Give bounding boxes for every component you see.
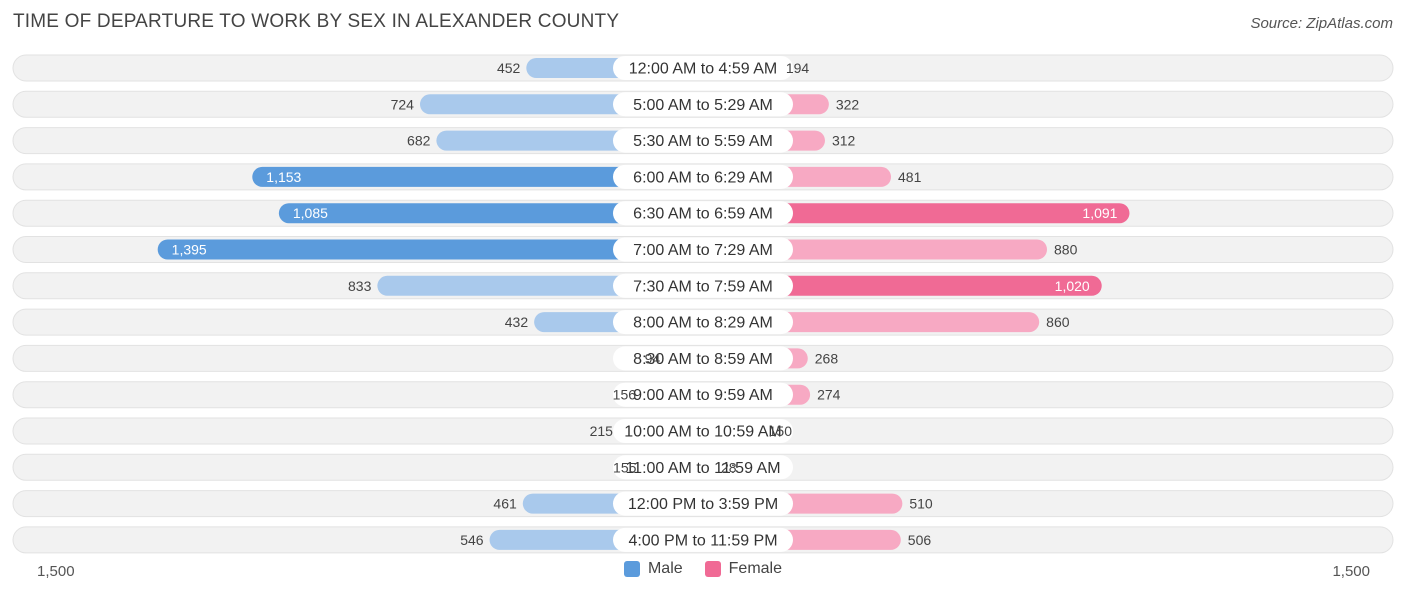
axis-tick-left: 1,500 [37,563,75,580]
chart-plot: 12:00 AM to 4:59 AM 452 194 5:00 AM to 5:29… [12,54,1394,554]
chart-row: 4:00 PM to 11:59 PM 546 506 [12,526,1394,554]
value-label-female: 322 [836,96,860,112]
value-label-female: 880 [1054,242,1078,258]
value-label-male: 833 [348,278,372,294]
legend: Male Female [0,560,1406,578]
category-label-bg [613,201,793,226]
value-label-male: 461 [493,496,517,512]
category-label-bg [613,164,793,189]
category-label: 6:30 AM to 6:59 AM [633,206,773,223]
category-label-bg [613,527,793,552]
value-label-female: 510 [909,496,933,512]
category-label-bg [613,310,793,335]
chart-row: 6:30 AM to 6:59 AM 1,085 1,091 [12,199,1394,227]
chart-row: 8:00 AM to 8:29 AM 432 860 [12,308,1394,336]
category-label: 10:00 AM to 10:59 AM [624,424,781,441]
category-label-bg [613,273,793,298]
chart-row: 5:00 AM to 5:29 AM 724 322 [12,90,1394,118]
category-label: 8:30 AM to 8:59 AM [633,351,773,368]
chart-row: 12:00 AM to 4:59 AM 452 194 [12,54,1394,82]
legend-label-female: Female [728,560,783,577]
chart-row: 7:00 AM to 7:29 AM 1,395 880 [12,236,1394,263]
category-label-bg [613,491,793,516]
legend-item-male: Male [623,560,683,578]
value-label-male: 1,085 [293,205,328,221]
chart-source: Source: ZipAtlas.com [1250,15,1393,32]
value-label-female: 860 [1046,314,1070,330]
category-label: 11:00 AM to 11:59 AM [625,460,780,477]
value-label-male: 682 [407,133,431,149]
category-label: 12:00 AM to 4:59 AM [629,61,778,78]
value-label-male: 94 [645,350,661,366]
bar-male [252,166,704,187]
chart-row: 7:30 AM to 7:59 AM 833 1,020 [12,272,1394,300]
category-label-bg [613,455,793,480]
chart-title: TIME OF DEPARTURE TO WORK BY SEX IN ALEX… [13,11,620,32]
category-label-bg [613,56,793,80]
category-label: 9:00 AM to 9:59 AM [633,387,773,404]
value-label-female: 150 [769,423,793,439]
category-label: 5:30 AM to 5:59 AM [633,133,773,150]
value-label-female: 506 [908,532,932,548]
bar-female [703,275,1102,296]
chart-row: 10:00 AM to 10:59 AM 215 150 [12,417,1394,445]
value-label-female: 481 [898,169,922,185]
legend-label-male: Male [647,560,683,577]
bar-male [278,203,703,224]
value-label-female: 1,020 [1055,278,1090,294]
chart-row: 5:30 AM to 5:59 AM 682 312 [12,127,1394,155]
category-label-bg [613,237,793,262]
legend-item-female: Female [704,560,783,578]
axis-tick-right: 1,500 [1332,563,1370,580]
value-label-female: 194 [786,60,810,76]
value-label-female: 312 [832,133,856,149]
category-label: 7:00 AM to 7:29 AM [633,242,773,259]
category-label: 8:00 AM to 8:29 AM [633,315,773,332]
category-label: 4:00 PM to 11:59 PM [628,532,777,549]
value-label-female: 1,091 [1082,205,1117,221]
value-label-male: 452 [497,60,521,76]
value-label-male: 1,395 [172,242,207,258]
category-label-bg [613,419,793,443]
category-label-bg [613,128,793,153]
value-label-male: 432 [505,314,529,330]
value-label-male: 155 [613,459,637,475]
category-label: 12:00 PM to 3:59 PM [628,496,778,513]
category-label: 5:00 AM to 5:29 AM [633,97,773,114]
legend-swatch-male [623,561,640,577]
chart-row: 12:00 PM to 3:59 PM 461 510 [12,490,1394,518]
category-label-bg [613,346,793,371]
value-label-female: 268 [815,350,839,366]
value-label-female: 28 [721,459,737,475]
bar-male [157,239,703,260]
value-label-male: 724 [391,96,415,112]
category-label: 6:00 AM to 6:29 AM [633,169,773,186]
category-label-bg [613,92,793,117]
bar-female [703,203,1130,224]
value-label-male: 1,153 [266,169,301,185]
category-label-bg [613,382,793,407]
value-label-female: 274 [817,387,841,403]
legend-swatch-female [704,561,721,577]
category-label: 7:30 AM to 7:59 AM [633,278,773,295]
value-label-male: 546 [460,532,484,548]
value-label-male: 215 [590,423,614,439]
chart-row: 6:00 AM to 6:29 AM 1,153 481 [12,163,1394,191]
value-label-male: 156 [613,387,637,403]
